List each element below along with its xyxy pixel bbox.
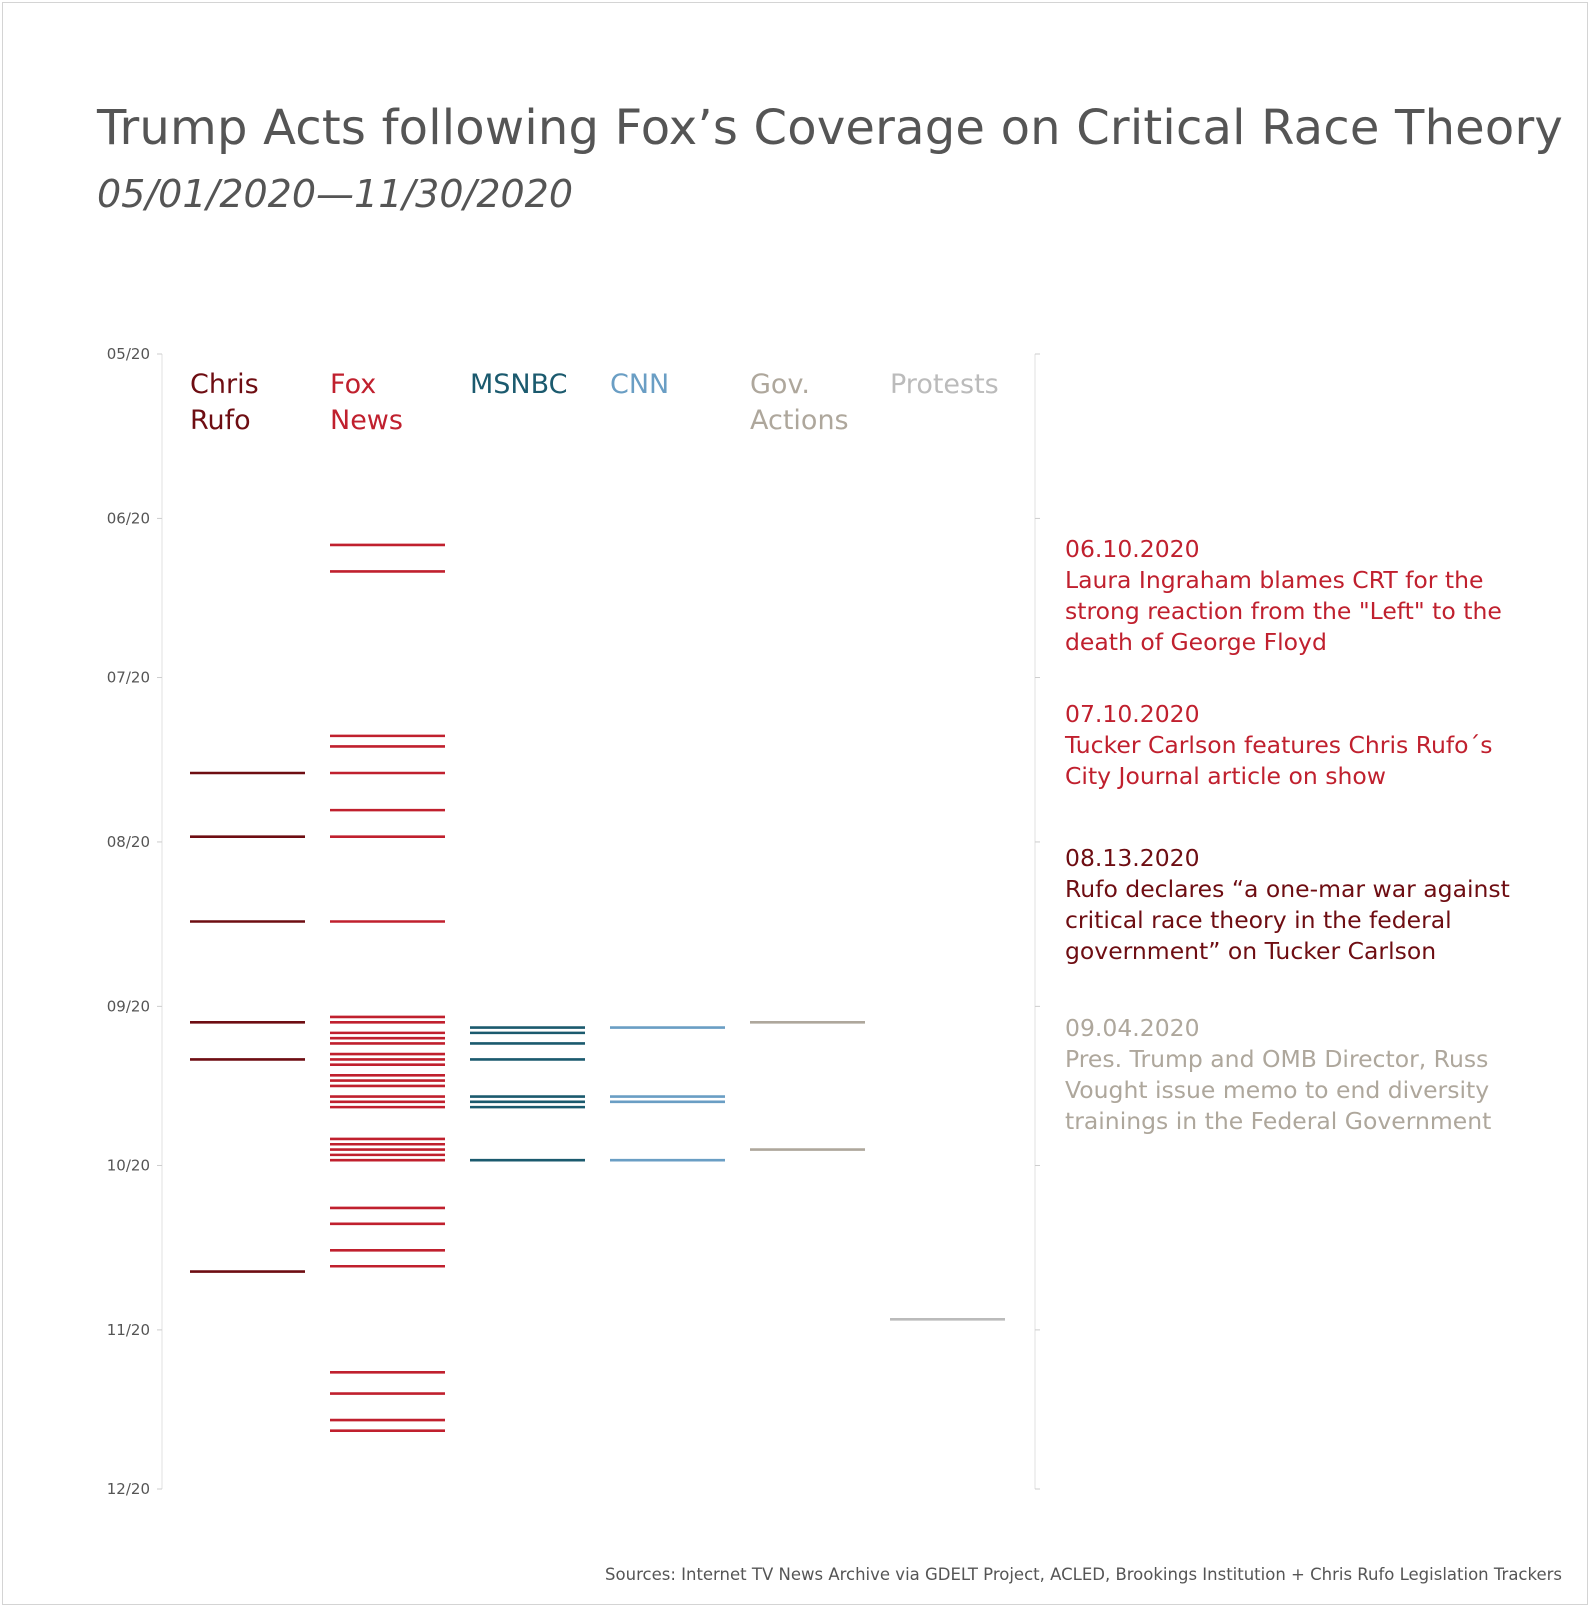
- annotation-date: 09.04.2020: [1065, 1014, 1200, 1042]
- y-tick-label: 10/20: [107, 1156, 150, 1174]
- y-tick-label: 06/20: [107, 509, 150, 527]
- series-label: Rufo: [190, 405, 251, 436]
- y-tick-label: 08/20: [107, 833, 150, 851]
- series-label: Protests: [890, 369, 999, 400]
- series-label: CNN: [610, 369, 669, 400]
- annotation-text: Rufo declares “a one-mar war against cri…: [1065, 875, 1510, 965]
- series-label: News: [330, 405, 403, 436]
- annotation-date: 07.10.2020: [1065, 700, 1200, 728]
- source-note: Sources: Internet TV News Archive via GD…: [605, 1565, 1562, 1584]
- annotation: 08.13.2020 Rufo declares “a one-mar war a…: [1065, 843, 1525, 967]
- y-tick-label: 09/20: [107, 997, 150, 1015]
- annotation-text: Pres. Trump and OMB Director, Russ Vough…: [1065, 1045, 1492, 1135]
- series-labels: Chris Rufo Fox News MSNBC CNN Gov. Actions Prote…: [190, 369, 999, 436]
- series-label: MSNBC: [470, 369, 568, 400]
- annotation-text: Laura Ingraham blames CRT for the strong…: [1065, 566, 1502, 656]
- y-tick-label: 12/20: [107, 1480, 150, 1498]
- y-tick-label: 05/20: [107, 345, 150, 363]
- series-label: Chris: [190, 369, 259, 400]
- series-label: Fox: [330, 369, 376, 400]
- annotation: 06.10.2020 Laura Ingraham blames CRT for …: [1065, 534, 1525, 658]
- y-tick-label: 07/20: [107, 669, 150, 687]
- chart-marks: [190, 543, 1005, 1432]
- annotation-text: Tucker Carlson features Chris Rufo´s Cit…: [1065, 731, 1493, 790]
- series-label: Gov.: [750, 369, 810, 400]
- series-label: Actions: [750, 405, 849, 436]
- y-axis: 05/20 06/20 07/20 08/20 09/20 10/20 11/20 12/20: [107, 345, 1040, 1498]
- annotation: 07.10.2020 Tucker Carlson features Chris …: [1065, 699, 1525, 792]
- chart-subtitle: 05/01/2020—11/30/2020: [97, 172, 574, 216]
- annotation-date: 06.10.2020: [1065, 535, 1200, 563]
- y-tick-label: 11/20: [107, 1321, 150, 1339]
- chart-title: Trump Acts following Fox’s Coverage on C…: [97, 100, 1564, 156]
- annotation: 09.04.2020 Pres. Trump and OMB Director, …: [1065, 1013, 1525, 1137]
- annotation-date: 08.13.2020: [1065, 844, 1200, 872]
